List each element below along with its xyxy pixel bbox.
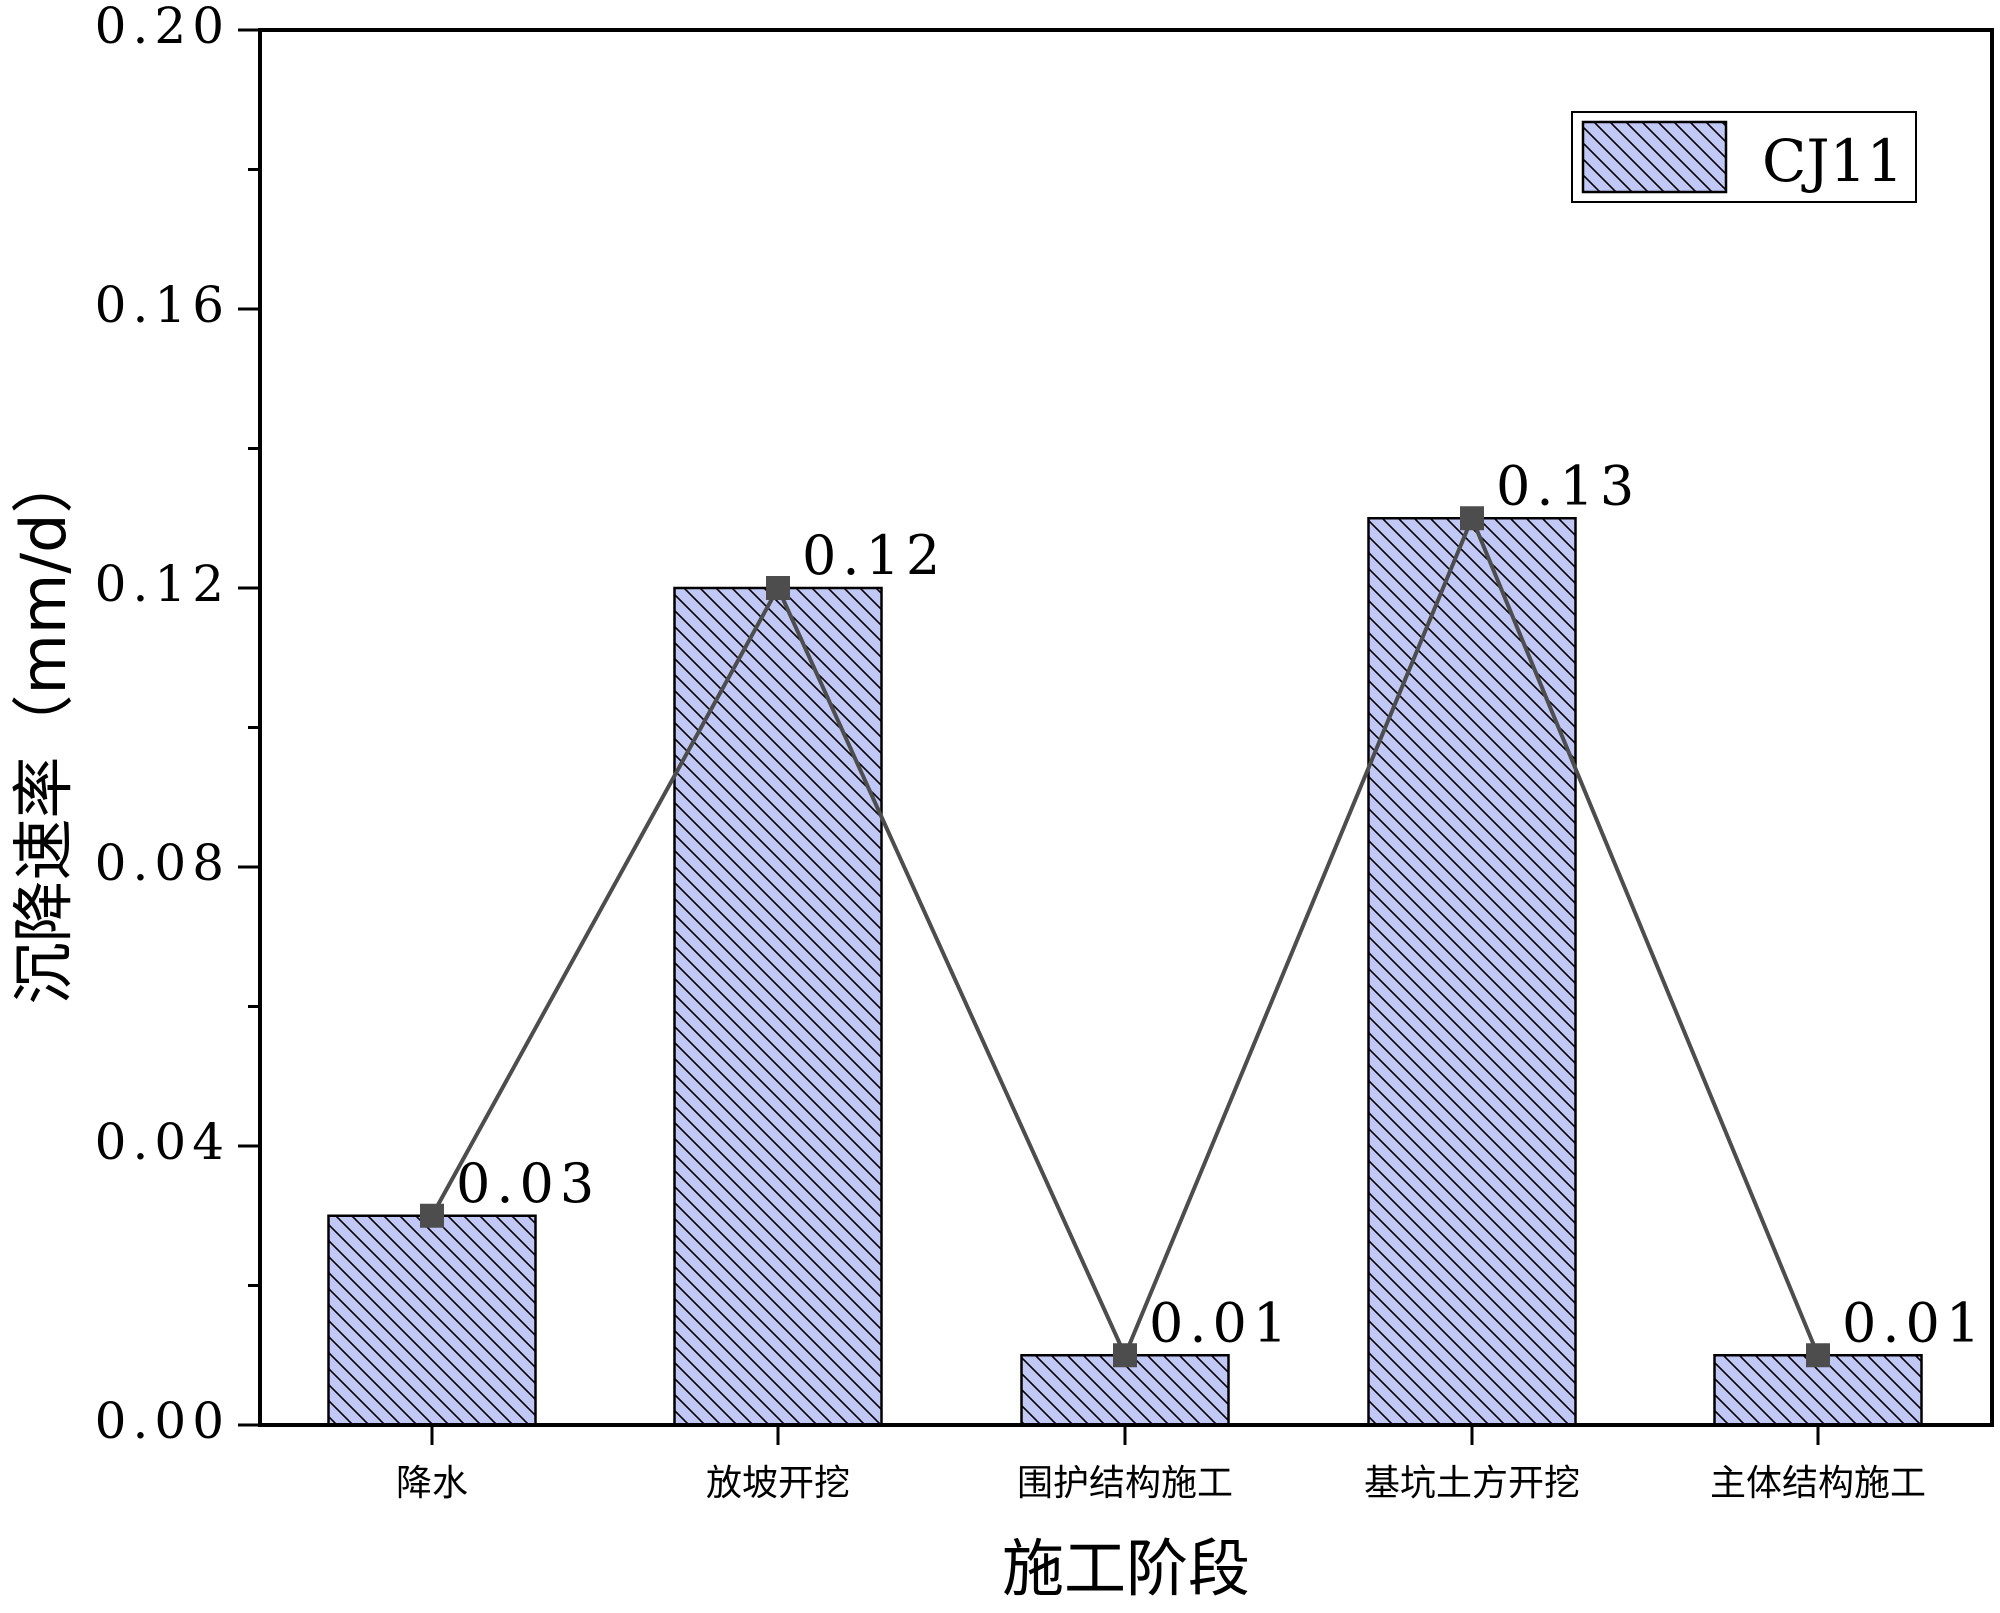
line-marker-4 (1806, 1343, 1830, 1368)
x-category-label-1: 放坡开挖 (706, 1463, 850, 1504)
y-tick-label-2: 0.08 (95, 834, 230, 892)
legend-label: CJ11 (1762, 127, 1903, 195)
data-label-2: 0.01 (1149, 1291, 1293, 1354)
y-tick-label-3: 0.12 (95, 555, 230, 613)
bar-1 (673, 586, 883, 1427)
y-axis: 0.00 0.04 0.08 0.12 0.16 0.20 (95, 0, 260, 1450)
overlay-line (430, 513, 1820, 1361)
x-category-label-4: 主体结构施工 (1710, 1463, 1926, 1504)
bars-layer (327, 517, 1923, 1427)
legend-swatch (1581, 120, 1728, 194)
overlay-line-layer (420, 506, 1830, 1368)
line-marker-0 (420, 1203, 444, 1228)
x-category-label-0: 降水 (396, 1463, 468, 1504)
data-label-3: 0.13 (1496, 454, 1640, 517)
x-axis-title: 施工阶段 (1002, 1532, 1250, 1605)
data-label-0: 0.03 (456, 1152, 600, 1215)
x-axis: 降水 放坡开挖 围护结构施工 基坑土方开挖 主体结构施工 (396, 1425, 1926, 1504)
x-category-label-2: 围护结构施工 (1017, 1463, 1233, 1504)
y-tick-label-1: 0.04 (95, 1113, 230, 1171)
x-category-label-3: 基坑土方开挖 (1364, 1463, 1580, 1504)
data-label-1: 0.12 (802, 524, 946, 587)
line-marker-1 (766, 576, 790, 600)
line-marker-3 (1460, 506, 1484, 531)
bar-0 (327, 1214, 537, 1427)
bar-3 (1367, 517, 1577, 1427)
y-tick-label-4: 0.16 (95, 276, 230, 334)
data-labels-layer: 0.03 0.12 0.01 0.13 0.01 (456, 454, 1986, 1354)
y-axis-title: 沉降速率（mm/d） (7, 451, 80, 1004)
line-marker-2 (1113, 1343, 1137, 1368)
y-tick-label-5: 0.20 (95, 0, 230, 55)
y-tick-label-0: 0.00 (95, 1392, 230, 1450)
data-label-4: 0.01 (1842, 1291, 1986, 1354)
legend: CJ11 (1571, 111, 1917, 203)
